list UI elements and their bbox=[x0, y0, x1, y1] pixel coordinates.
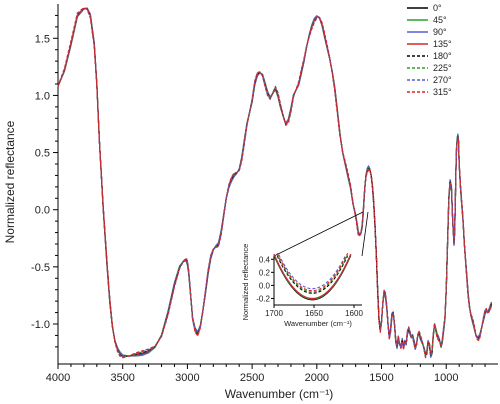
y-tick-label: 0.5 bbox=[35, 148, 50, 160]
inset-callout-line bbox=[273, 211, 364, 257]
x-tick-label: 2500 bbox=[240, 372, 264, 384]
inset-y-tick-label: 0.0 bbox=[259, 281, 271, 290]
y-axis-title: Normalized reflectance bbox=[3, 120, 17, 243]
inset-series-line bbox=[278, 254, 347, 290]
legend-label: 315° bbox=[433, 87, 452, 97]
inset-y-tick-label: 0.2 bbox=[259, 268, 271, 277]
legend-label: 90° bbox=[433, 27, 447, 37]
legend-label: 270° bbox=[433, 75, 452, 85]
x-tick-label: 2000 bbox=[305, 372, 329, 384]
legend: 0° 45° 90° 135° 180° 225° 270° 315° bbox=[407, 3, 452, 97]
inset-chart: 1700 1650 1600 -0.2 0.0 0.2 0.4 Wavenumber (cm⁻… bbox=[241, 211, 369, 328]
inset-series-line bbox=[273, 253, 352, 300]
y-tick-label: -1.0 bbox=[31, 319, 50, 331]
x-tick-label: 3000 bbox=[175, 372, 199, 384]
x-tick-label: 1000 bbox=[434, 372, 458, 384]
x-tick-label: 3500 bbox=[110, 372, 134, 384]
inset-y-tick-label: -0.2 bbox=[256, 294, 270, 303]
inset-x-tick-label: 1600 bbox=[345, 309, 363, 318]
inset-y-tick-label: 0.4 bbox=[259, 255, 271, 264]
y-tick-label: 0.0 bbox=[35, 205, 50, 217]
legend-label: 45° bbox=[433, 15, 447, 25]
main-axes: 4000 3500 3000 2500 2000 1500 1000 -1.0 -0.5 0.0 0… bbox=[31, 4, 498, 384]
legend-label: 180° bbox=[433, 51, 452, 61]
inset-x-tick-label: 1650 bbox=[305, 309, 323, 318]
inset-callout-line bbox=[361, 211, 369, 257]
x-tick-label: 1500 bbox=[369, 372, 393, 384]
inset-x-axis-title: Wavenumber (cm⁻¹) bbox=[284, 319, 352, 328]
x-tick-label: 4000 bbox=[46, 372, 70, 384]
y-tick-label: 1.0 bbox=[35, 90, 50, 102]
y-tick-label: 1.5 bbox=[35, 33, 50, 45]
series-line bbox=[57, 7, 493, 359]
inset-x-tick-label: 1700 bbox=[265, 309, 283, 318]
legend-label: 225° bbox=[433, 63, 452, 73]
main-series-group bbox=[57, 7, 493, 359]
x-axis-title: Wavenumber (cm⁻¹) bbox=[225, 387, 334, 401]
series-line bbox=[57, 7, 493, 359]
legend-label: 0° bbox=[433, 3, 442, 13]
y-tick-label: -0.5 bbox=[31, 262, 50, 274]
inset-y-axis-title: Normalized reflectance bbox=[241, 244, 250, 321]
legend-label: 135° bbox=[433, 39, 452, 49]
